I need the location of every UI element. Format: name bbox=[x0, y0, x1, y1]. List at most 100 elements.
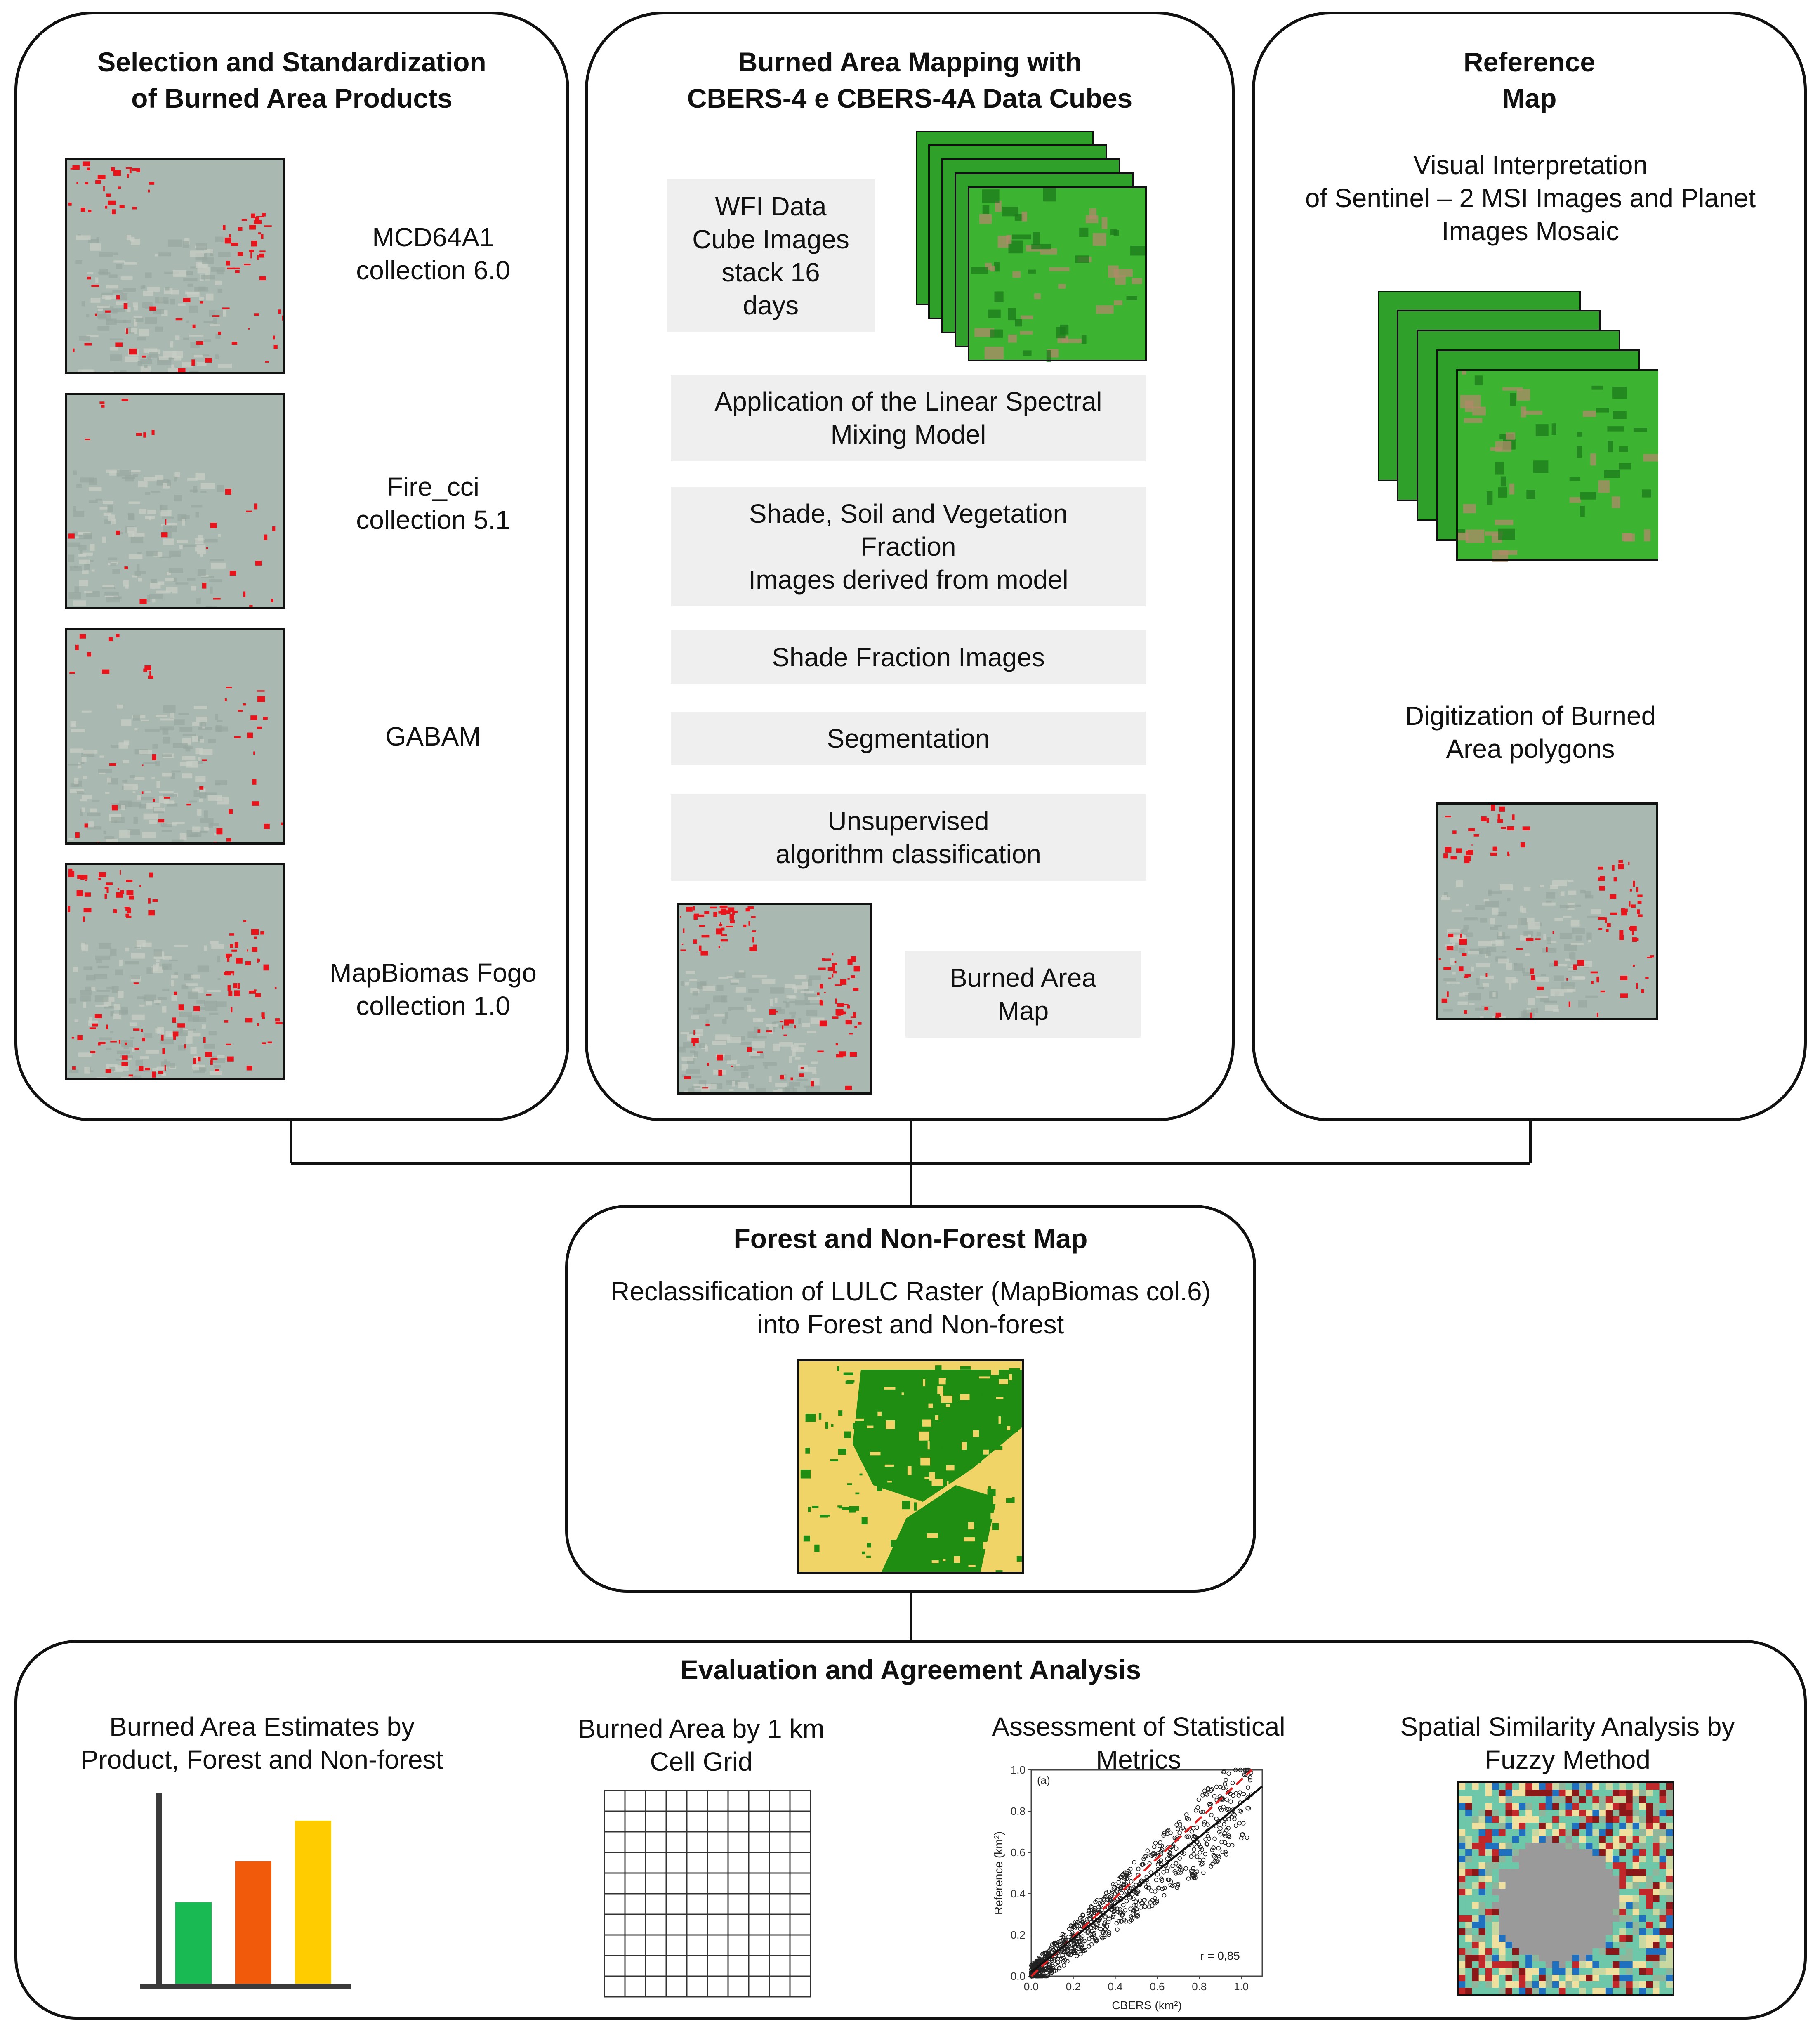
scatter-point bbox=[1080, 1934, 1085, 1939]
scatter-point bbox=[1208, 1788, 1213, 1793]
scatter-point bbox=[1146, 1882, 1151, 1887]
scatter-point bbox=[1078, 1916, 1083, 1921]
scatter-point bbox=[1158, 1844, 1162, 1849]
scatter-point bbox=[1193, 1834, 1198, 1839]
scatter-point bbox=[1154, 1878, 1159, 1883]
scatter-point bbox=[1069, 1946, 1073, 1951]
scatter-point bbox=[1062, 1933, 1067, 1938]
scatter-point bbox=[1111, 1882, 1115, 1887]
scatter-point bbox=[1198, 1850, 1202, 1855]
scatter-point bbox=[1050, 1958, 1054, 1963]
scatter-point bbox=[1200, 1847, 1204, 1852]
scatter-point bbox=[1241, 1821, 1246, 1826]
scatter-point bbox=[1039, 1958, 1043, 1963]
reference-title-2: Map bbox=[1502, 83, 1557, 113]
scatter-point bbox=[1089, 1942, 1094, 1947]
scatter-point bbox=[1051, 1964, 1056, 1969]
scatter-point bbox=[1094, 1939, 1099, 1944]
scatter-point bbox=[1039, 1957, 1044, 1962]
fit-line bbox=[1030, 1786, 1263, 1973]
scatter-point bbox=[1231, 1812, 1236, 1817]
scatter-point bbox=[1130, 1916, 1135, 1920]
scatter-point bbox=[1149, 1888, 1154, 1893]
scatter-point bbox=[1221, 1769, 1226, 1774]
scatter-point bbox=[1089, 1904, 1094, 1909]
scatter-point bbox=[1167, 1853, 1172, 1858]
scatter-point bbox=[1057, 1965, 1062, 1970]
scatter-point bbox=[1058, 1939, 1063, 1944]
scatter-point bbox=[1199, 1862, 1204, 1867]
scatter-point bbox=[1227, 1835, 1232, 1839]
scatter-point bbox=[1058, 1936, 1063, 1941]
km-cell-grid bbox=[602, 1788, 813, 1999]
scatter-point bbox=[1073, 1951, 1078, 1955]
scatter-point bbox=[1214, 1859, 1219, 1864]
scatter-point bbox=[1094, 1937, 1099, 1942]
scatter-point bbox=[1210, 1862, 1215, 1866]
scatter-point bbox=[1141, 1898, 1146, 1903]
scatter-point bbox=[1049, 1945, 1054, 1950]
scatter-point bbox=[1224, 1778, 1228, 1782]
y-tick-label: 0.4 bbox=[1011, 1887, 1026, 1900]
scatter-point bbox=[1089, 1911, 1094, 1916]
scatter-point bbox=[1127, 1895, 1132, 1900]
scatter-point bbox=[1108, 1897, 1113, 1902]
bar-2 bbox=[295, 1821, 331, 1984]
scatter-point bbox=[1202, 1822, 1207, 1827]
selection-title-1: Selection and Standardization bbox=[97, 47, 486, 77]
scatter-point bbox=[1073, 1948, 1078, 1953]
scatter-point bbox=[1107, 1930, 1112, 1935]
scatter-point bbox=[1176, 1883, 1180, 1888]
scatter-point bbox=[1062, 1949, 1067, 1954]
scatter-point bbox=[1083, 1948, 1088, 1952]
scatter-point bbox=[1130, 1892, 1134, 1897]
scatter-point bbox=[1100, 1930, 1105, 1935]
sentinel-planet-image-stack bbox=[1377, 290, 1660, 563]
scatter-point bbox=[1174, 1846, 1179, 1851]
scatter-point bbox=[1131, 1897, 1136, 1901]
scatter-point bbox=[1237, 1821, 1242, 1826]
scatter-point bbox=[1139, 1905, 1143, 1910]
scatter-point bbox=[1186, 1876, 1191, 1881]
scatter-point bbox=[1080, 1940, 1085, 1945]
scatter-point bbox=[1143, 1904, 1148, 1909]
scatter-point bbox=[1120, 1873, 1125, 1878]
scatter-point bbox=[1140, 1901, 1145, 1906]
scatter-point bbox=[1054, 1943, 1059, 1948]
x-tick-label: 1.0 bbox=[1234, 1980, 1249, 1993]
scatter-point bbox=[1046, 1951, 1051, 1955]
scatter-point bbox=[1079, 1943, 1084, 1948]
scatter-point bbox=[1123, 1908, 1128, 1913]
product-label-mapbiomas-fogo: MapBiomas Fogo collection 1.0 bbox=[330, 958, 537, 1021]
mapping-title-1: Burned Area Mapping with bbox=[738, 47, 1082, 77]
scatter-point bbox=[1174, 1871, 1178, 1876]
map-reference-burned-polygons bbox=[1436, 802, 1658, 1020]
scatter-point bbox=[1147, 1885, 1152, 1890]
scatter-point bbox=[1224, 1852, 1229, 1857]
scatter-point bbox=[1115, 1910, 1120, 1914]
scatter-point bbox=[1141, 1862, 1146, 1867]
scatter-point bbox=[1166, 1852, 1171, 1857]
scatter-point bbox=[1193, 1808, 1198, 1813]
scatter-point bbox=[1192, 1847, 1196, 1852]
eval-label-estimates: Burned Area Estimates by Product, Forest … bbox=[80, 1712, 443, 1774]
scatter-point bbox=[1121, 1903, 1126, 1908]
map-forest-nonforest bbox=[797, 1359, 1024, 1574]
scatter-point bbox=[1065, 1959, 1070, 1964]
scatter-point bbox=[1085, 1930, 1090, 1935]
scatter-point bbox=[1099, 1934, 1104, 1939]
scatter-point bbox=[1212, 1836, 1217, 1841]
scatter-point bbox=[1085, 1929, 1090, 1934]
scatter-point bbox=[1212, 1794, 1217, 1799]
x-tick-label: 0.4 bbox=[1108, 1980, 1123, 1993]
bar-1 bbox=[235, 1861, 271, 1984]
scatter-point bbox=[1218, 1806, 1223, 1810]
scatter-point bbox=[1073, 1926, 1077, 1930]
scatter-point bbox=[1105, 1924, 1110, 1929]
y-tick-label: 0.0 bbox=[1011, 1970, 1026, 1982]
scatter-point bbox=[1215, 1859, 1220, 1863]
scatter-point bbox=[1029, 1974, 1034, 1979]
scatter-point bbox=[1072, 1924, 1077, 1929]
scatter-point bbox=[1125, 1876, 1129, 1881]
scatter-point bbox=[1245, 1767, 1249, 1772]
